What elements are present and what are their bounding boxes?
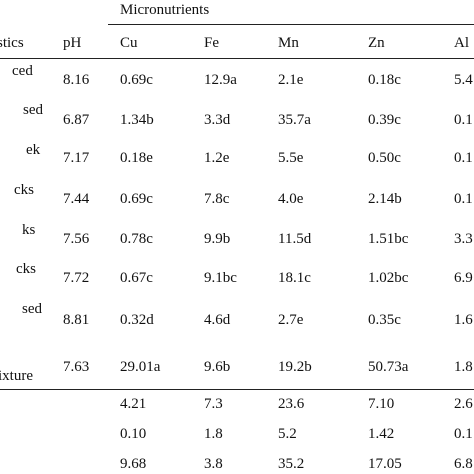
cell-zn: 0.50c [368,150,401,166]
cell-fe: 7.3 [204,396,223,412]
cell-zn: 17.05 [368,456,402,472]
cell-zn: 1.42 [368,426,395,442]
cell-cu: 0.18e [120,150,153,166]
group-header-micronutrients: Micronutrients [120,2,210,18]
cell-ph: 8.16 [63,72,90,88]
col-header-zn: Zn [368,35,385,51]
col-header-mn: Mn [278,35,299,51]
col-header-fe: Fe [204,35,219,51]
cell-mn: 19.2b [278,359,312,375]
cell-al: 5.4 [454,72,473,88]
cell-al: 2.6 [454,396,473,412]
row-label: cks [14,182,34,198]
cell-zn: 0.35c [368,312,401,328]
row-label: ced [12,63,33,79]
cell-fe: 3.8 [204,456,223,472]
cell-cu: 29.01a [120,359,161,375]
cell-ph: 7.72 [63,270,90,286]
cell-fe: 9.6b [204,359,231,375]
cell-zn: 1.51bc [368,231,409,247]
rule-under-group-header [108,24,474,25]
cell-mn: 4.0e [278,191,304,207]
cell-mn: 35.2 [278,456,305,472]
cell-fe: 9.9b [204,231,231,247]
cell-fe: 3.3d [204,112,231,128]
cell-mn: 23.6 [278,396,305,412]
cell-cu: 0.67c [120,270,153,286]
cell-ph: 7.44 [63,191,90,207]
cell-mn: 2.7e [278,312,304,328]
row-label: ek [26,142,41,158]
cell-cu: 0.78c [120,231,153,247]
cell-ph: 6.87 [63,112,90,128]
cell-fe: 9.1bc [204,270,237,286]
row-label: ks [22,222,36,238]
cell-mn: 5.2 [278,426,297,442]
col-header-al: Al [454,35,469,51]
cell-zn: 1.02bc [368,270,409,286]
cell-ph: 7.17 [63,150,90,166]
cell-al: 1.8 [454,359,473,375]
cell-mn: 35.7a [278,112,311,128]
cell-al: 6.8 [454,456,473,472]
cell-ph: 7.56 [63,231,90,247]
cell-zn: 0.39c [368,112,401,128]
row-label: ixture [0,368,33,384]
col-header-cu: Cu [120,35,138,51]
cell-cu: 0.32d [120,312,154,328]
cell-al: 0.1 [454,150,473,166]
cell-al: 3.3 [454,231,473,247]
cell-ph: 7.63 [63,359,90,375]
cell-zn: 2.14b [368,191,402,207]
cell-cu: 0.69c [120,191,153,207]
cell-mn: 2.1e [278,72,304,88]
cell-cu: 9.68 [120,456,147,472]
col-header-ph: pH [63,35,82,51]
cell-al: 1.6 [454,312,473,328]
cell-fe: 1.2e [204,150,230,166]
cell-zn: 0.18c [368,72,401,88]
cell-fe: 12.9a [204,72,237,88]
row-label: sed [23,102,43,118]
cell-fe: 4.6d [204,312,231,328]
cell-mn: 5.5e [278,150,304,166]
cell-mn: 11.5d [278,231,312,247]
cell-zn: 50.73a [368,359,409,375]
cell-zn: 7.10 [368,396,395,412]
row-label: sed [22,301,42,317]
cell-al: 0.1 [454,112,473,128]
rule-above-summary [0,389,474,390]
cell-cu: 1.34b [120,112,154,128]
cell-mn: 18.1c [278,270,311,286]
cell-al: 0.1 [454,426,473,442]
cell-ph: 8.81 [63,312,90,328]
rule-under-column-headers [0,58,474,59]
cell-cu: 0.10 [120,426,147,442]
cell-cu: 0.69c [120,72,153,88]
row-label: cks [16,261,36,277]
cell-al: 0.1 [454,191,473,207]
cell-fe: 1.8 [204,426,223,442]
cell-al: 6.9 [454,270,473,286]
cell-cu: 4.21 [120,396,147,412]
cell-fe: 7.8c [204,191,230,207]
